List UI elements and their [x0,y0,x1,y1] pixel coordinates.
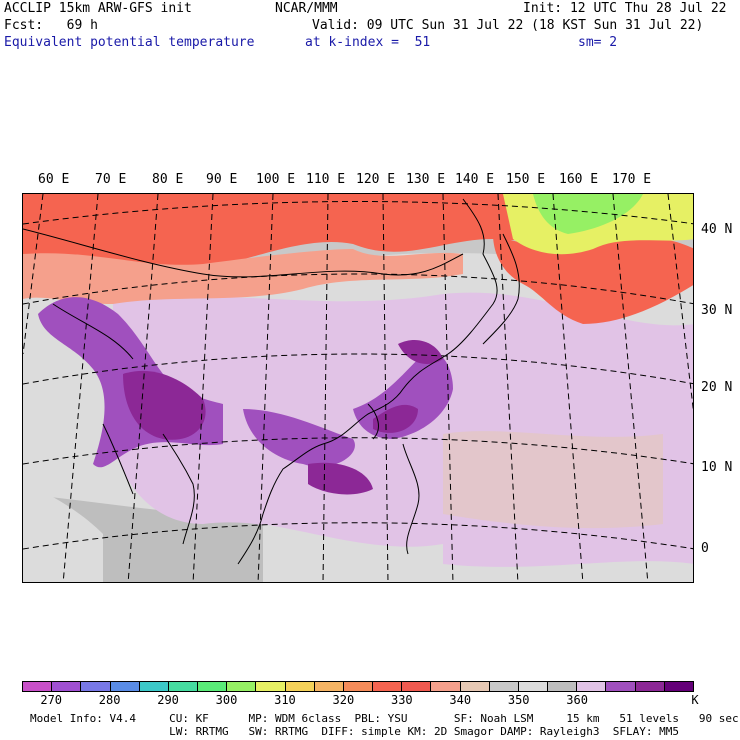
level-index: at k-index = 51 [305,35,431,50]
colorbar-cell [81,682,111,691]
colorbar-tick-label: 290 [157,693,179,707]
colorbar-cell [518,682,549,691]
lon-label: 100 E [256,172,296,187]
colorbar-cell [548,682,578,691]
colorbar-cell [489,682,519,691]
colorbar-cell [285,682,315,691]
lon-label: 170 E [612,172,652,187]
lat-label: 0 [701,541,709,556]
lon-label: 80 E [152,172,184,187]
colorbar-tick-label: 280 [98,693,121,707]
organization-label: NCAR/MMM [275,1,338,16]
colorbar-cell [227,682,257,691]
colorbar-tick-label: 300 [215,693,238,707]
colorbar-tick-label: 270 [40,693,63,707]
colorbar-tick-label: 330 [390,693,413,707]
lon-label: 120 E [356,172,396,187]
colorbar-cell [577,682,607,691]
lon-label: 70 E [95,172,127,187]
colorbar-tick-label: 350 [507,693,530,707]
colorbar-cell [198,682,228,691]
colorbar-cell [139,682,169,691]
colorbar-cell [402,682,432,691]
colorbar-cell [110,682,140,691]
model-title: ACCLIP 15km ARW-GFS init [4,1,192,16]
colorbar-cell [168,682,199,691]
colorbar-cell [23,682,53,691]
colorbar-cell [431,682,461,691]
theta-e-field [23,194,693,582]
colorbar-cell [373,682,403,691]
colorbar-cell [635,682,665,691]
colorbar-cell [256,682,286,691]
colorbar-cell [52,682,82,691]
colorbar-unit: K [691,693,699,707]
init-time: Init: 12 UTC Thu 28 Jul 22 [523,1,727,16]
lon-label: 160 E [559,172,599,187]
field-name: Equivalent potential temperature [4,35,255,50]
colorbar-cell [314,682,344,691]
colorbar [22,681,694,692]
colorbar-tick-label: 310 [274,693,296,707]
lon-label: 150 E [506,172,546,187]
model-info-line2: LW: RRTMG SW: RRTMG DIFF: simple KM: 2D … [30,725,680,738]
colorbar-cell [460,682,490,691]
lat-label: 40 N [701,222,733,237]
smoothing-label: sm= 2 [578,35,618,50]
colorbar-cell [606,682,636,691]
colorbar-cell [664,682,693,691]
lat-label: 30 N [701,303,733,318]
map-panel [22,193,694,583]
forecast-hour: Fcst: 69 h [4,18,98,33]
colorbar-tick-label: 320 [332,693,355,707]
lat-label: 20 N [701,380,733,395]
lon-label: 110 E [306,172,346,187]
model-info-line1: Model Info: V4.4 CU: KF MP: WDM 6class P… [30,712,739,725]
lon-label: 90 E [206,172,238,187]
colorbar-tick-label: 360 [566,693,588,707]
lon-label: 60 E [38,172,70,187]
lon-label: 140 E [455,172,495,187]
lon-label: 130 E [406,172,446,187]
colorbar-tick-label: 340 [449,693,472,707]
valid-time: Valid: 09 UTC Sun 31 Jul 22 (18 KST Sun … [312,18,704,33]
lat-label: 10 N [701,460,733,475]
colorbar-cell [343,682,374,691]
